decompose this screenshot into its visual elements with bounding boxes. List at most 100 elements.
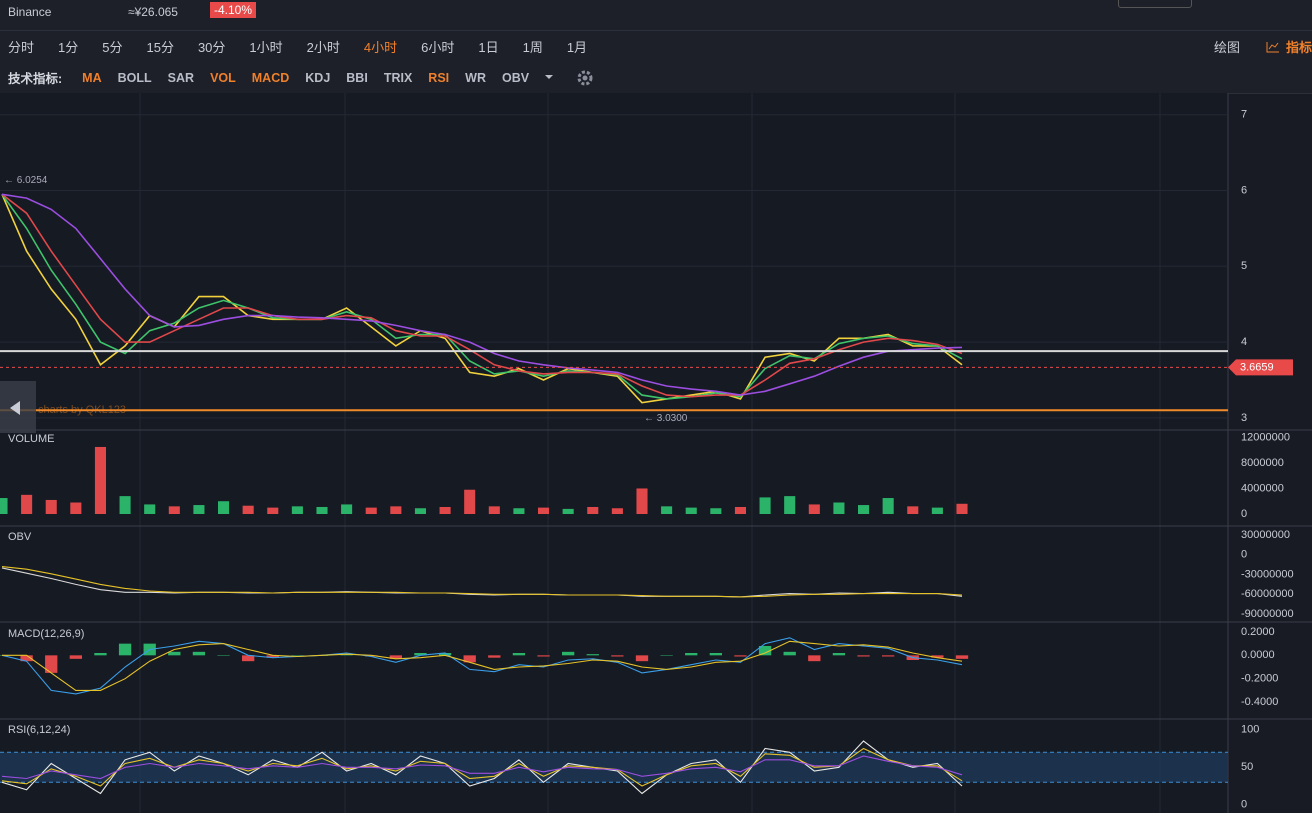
y-tick-label: 8000000: [1241, 457, 1284, 469]
volume-bar: [488, 506, 500, 514]
ticker-bar: Binance ≈¥26.065 -4.10%: [0, 0, 1312, 31]
timeframe-tab[interactable]: 6小时: [421, 40, 455, 55]
indicator-tool[interactable]: 指标: [1266, 37, 1312, 56]
volume-bar: [956, 503, 968, 514]
volume-bar: [833, 502, 845, 514]
y-tick-label: -0.2000: [1241, 673, 1278, 685]
volume-bar: [193, 505, 205, 514]
y-tick-label: 0: [1241, 549, 1247, 561]
macd-bar: [709, 652, 722, 656]
volume-bar: [734, 506, 746, 514]
macd-bar: [537, 655, 550, 657]
price: ≈¥26.065: [128, 5, 178, 19]
macd-bar: [192, 651, 206, 656]
series-line: [1, 637, 963, 695]
dropdown-and-settings[interactable]: [545, 68, 597, 88]
macd-bar: [955, 655, 969, 659]
volume-bar: [858, 505, 870, 514]
timeframe-tab[interactable]: 分时: [8, 40, 35, 55]
timeframe-tab[interactable]: 1周: [522, 40, 543, 55]
series-line: [1, 193, 963, 398]
timeframe-tab[interactable]: 1分: [58, 40, 79, 55]
indicator-bar: 技术指标: MA BOLL SAR VOL MACD KDJ BBI TRIX RSI WR OBV: [0, 62, 1312, 94]
macd-bar: [217, 655, 230, 656]
macd-bar: [20, 655, 33, 662]
volume-bar: [341, 504, 353, 514]
macd-bar: [463, 655, 476, 663]
macd-bar: [635, 655, 649, 662]
volume-bar: [759, 497, 771, 514]
macd-bar: [118, 643, 132, 656]
draw-tool[interactable]: 绘图: [1213, 40, 1240, 55]
volume-bar: [611, 508, 623, 514]
volume-bar: [267, 507, 279, 514]
volume-bar: [710, 508, 722, 514]
volume-bar: [808, 504, 820, 514]
high-label: ← 6.0254: [4, 175, 48, 186]
macd-bar: [69, 655, 82, 659]
price-tag-label: 3.6659: [1240, 361, 1274, 373]
indicator-tab[interactable]: SAR: [167, 70, 195, 85]
indicator-tab[interactable]: WR: [465, 70, 486, 85]
y-tick-label: -90000000: [1241, 608, 1294, 620]
volume-bar: [439, 506, 451, 514]
volume-bar: [365, 507, 377, 514]
volume-bar: [636, 488, 648, 514]
timeframe-tab[interactable]: 2小时: [306, 40, 340, 55]
indicator-tab[interactable]: MA: [82, 70, 102, 85]
indicator-tab[interactable]: TRIX: [383, 70, 413, 85]
y-tick-label: 4: [1241, 336, 1247, 348]
timeframe-tab[interactable]: 5分: [102, 40, 123, 55]
macd-bar: [291, 655, 304, 656]
timeframe-tab[interactable]: 15分: [146, 40, 174, 55]
pane-title: RSI(6,12,24): [8, 724, 70, 736]
timeframe-tab[interactable]: 1日: [478, 40, 499, 55]
volume-bar: [119, 496, 131, 514]
timeframe-tab[interactable]: 1小时: [249, 40, 283, 55]
series-line: [2, 640, 963, 691]
volume-bar: [907, 506, 919, 514]
volume-bar: [218, 501, 230, 514]
volume-bar: [513, 508, 525, 514]
y-tick-label: 0: [1241, 799, 1247, 811]
macd-bar: [832, 652, 846, 656]
pane-title: VOLUME: [8, 433, 54, 445]
macd-bar: [758, 645, 772, 656]
cut-button[interactable]: [1118, 0, 1192, 8]
macd-bar: [94, 652, 107, 656]
indicator-tool-label: 指标: [1285, 40, 1312, 55]
macd-bar: [438, 652, 452, 656]
indicator-tab[interactable]: OBV: [501, 70, 530, 85]
chart: 3 4 5 6 7 3.6659 ← 6.0254 ← 3.0300 0 4000000 80000…: [0, 93, 1312, 813]
y-tick-label: 100: [1241, 724, 1259, 736]
volume-bar: [784, 496, 796, 514]
y-tick-label: 50: [1241, 761, 1253, 773]
y-tick-label: -0.4000: [1241, 696, 1278, 708]
icon: [1266, 42, 1279, 53]
indicator-tab[interactable]: VOL: [210, 70, 236, 85]
y-tick-label: 6: [1241, 184, 1247, 196]
timeframe-tab[interactable]: 1月: [566, 40, 588, 55]
timeframe-tab[interactable]: 4小时: [363, 40, 398, 55]
volume-bar: [0, 498, 8, 514]
indicator-tab[interactable]: MACD: [251, 70, 290, 85]
y-tick-label: 0.2000: [1241, 626, 1275, 638]
indicator-tab[interactable]: BBI: [346, 70, 368, 85]
timeframe-tab[interactable]: 30分: [197, 40, 226, 55]
low-label: ← 3.0300: [644, 413, 688, 424]
macd-bar: [857, 655, 870, 657]
rsi-band: [0, 752, 1228, 783]
change: -4.10%: [210, 2, 257, 18]
y-tick-label: 0: [1241, 508, 1247, 520]
y-tick-label: 7: [1241, 109, 1247, 121]
macd-bar: [685, 652, 698, 656]
indicator-tab[interactable]: KDJ: [305, 70, 331, 85]
macd-bar: [414, 652, 427, 656]
macd-bar: [882, 655, 895, 657]
volume-bar: [21, 494, 33, 514]
indicator-tab[interactable]: RSI: [428, 70, 450, 85]
indicator-tab[interactable]: BOLL: [117, 70, 152, 85]
volume-bar: [242, 505, 254, 514]
series-line: [1, 566, 963, 598]
macd-bar: [488, 655, 501, 658]
